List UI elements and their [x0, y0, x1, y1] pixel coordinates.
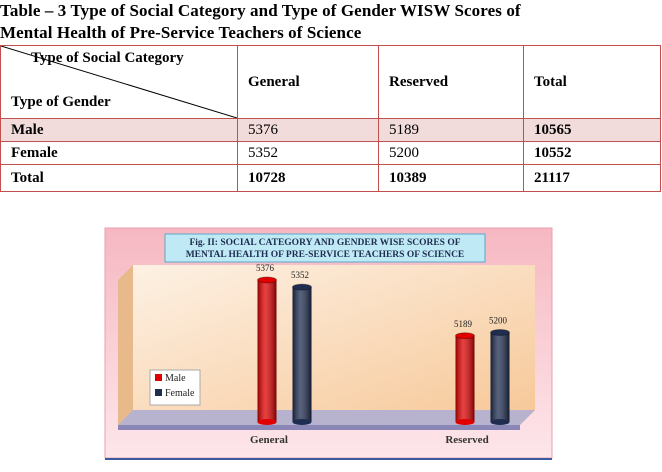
cell: 10565	[523, 118, 661, 142]
bar-shading	[490, 332, 510, 422]
row-header: Male	[0, 118, 238, 142]
figure-title: Fig. II: SOCIAL CATEGORY AND GENDER WISE…	[189, 238, 460, 248]
column-header: Reserved	[378, 45, 524, 119]
cell: 5189	[378, 118, 524, 142]
cell: 21117	[523, 164, 661, 192]
column-header: Total	[523, 45, 661, 119]
plot-floor-edge	[118, 425, 520, 430]
cell: 10728	[237, 164, 379, 192]
row: Total 10728 10389 21117	[0, 164, 661, 192]
plot-wall	[133, 265, 535, 410]
bar	[490, 332, 510, 422]
legend-swatch	[155, 374, 162, 381]
column-header: General	[237, 45, 379, 119]
diagonal	[1, 46, 237, 118]
bar-bottom	[257, 419, 277, 425]
legend-swatch	[155, 389, 162, 396]
table-title: Table – 3 Type of Social Category and Ty…	[0, 1, 521, 20]
bar-bottom	[455, 419, 475, 425]
cell: 5376	[237, 118, 379, 142]
cell: 10389	[378, 164, 524, 192]
bar	[292, 287, 312, 422]
bar-bottom	[292, 419, 312, 425]
figure-title-box	[164, 233, 486, 263]
legend-label: Female	[165, 388, 195, 399]
figure-background	[104, 227, 553, 459]
data-label: 5352	[291, 270, 309, 280]
plot-floor	[118, 410, 535, 425]
plot-side	[118, 265, 535, 425]
row-header: Female	[0, 141, 238, 165]
legend-label: Male	[165, 373, 186, 384]
cell: 5352	[237, 141, 379, 165]
category-label: General	[250, 434, 288, 446]
bar	[455, 335, 475, 422]
row: Female 5352 5200 10552	[0, 141, 661, 165]
cell: 5200	[378, 141, 524, 165]
table-title: Mental Health of Pre-Service Teachers of…	[0, 23, 362, 42]
row: Male 5376 5189 10565	[0, 118, 661, 142]
bar-shading	[455, 335, 475, 422]
bar-top	[490, 329, 510, 336]
cell: 10552	[523, 141, 661, 165]
legend-box	[149, 369, 201, 406]
bar-shading	[292, 287, 312, 422]
corner-bottom: Type of Gender	[11, 94, 111, 110]
data-label: 5376	[256, 263, 275, 273]
bar-top	[455, 332, 475, 340]
row-header: Total	[0, 164, 238, 192]
corner-cell: Type of Social Category Type of Gender	[0, 45, 238, 119]
bar-top	[257, 276, 277, 284]
figure-title: MENTAL HEALTH OF PRE-SERVICE TEACHERS OF…	[186, 250, 465, 260]
bar	[257, 279, 277, 422]
data-label: 5189	[454, 319, 473, 329]
bar-top	[292, 283, 312, 291]
header-row: Type of Social Category Type of Gender G…	[0, 45, 661, 119]
bar-bottom	[490, 419, 510, 425]
corner-top: Type of Social Category	[31, 50, 184, 66]
data-label: 5200	[489, 316, 508, 326]
category-label: Reserved	[445, 434, 488, 446]
scores-table: Type of Social Category Type of Gender G…	[0, 45, 661, 192]
bar-shading	[257, 279, 277, 422]
